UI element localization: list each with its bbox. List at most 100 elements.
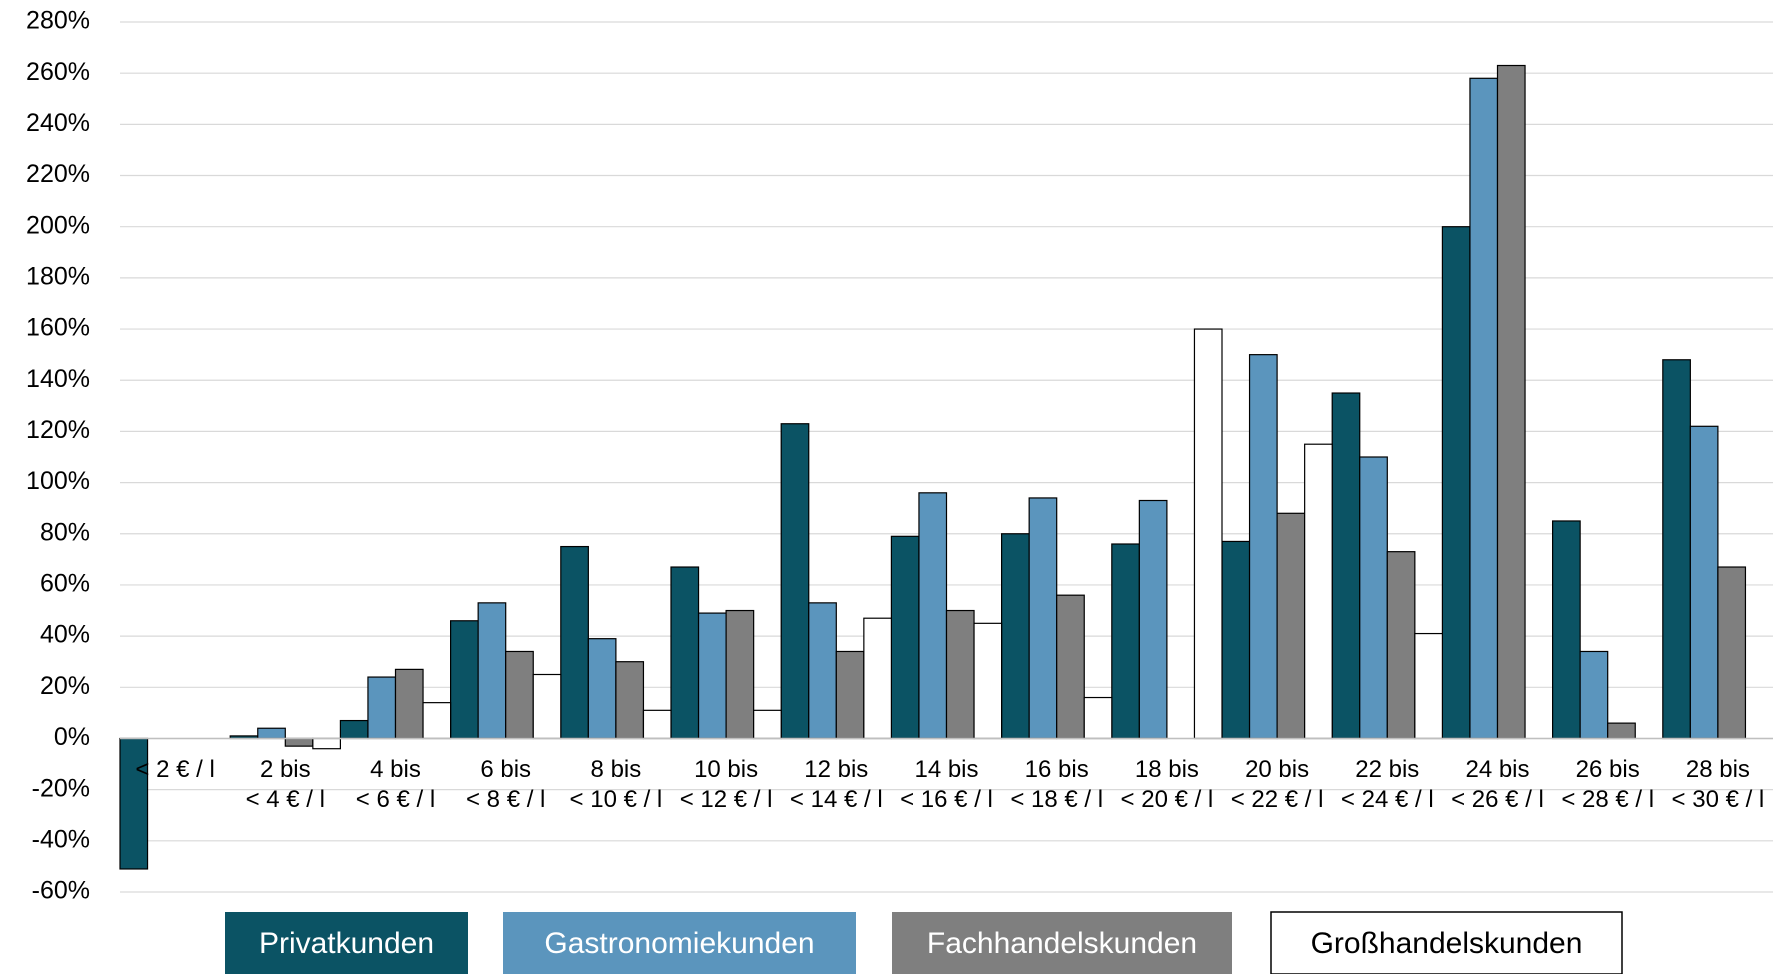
bar (560, 545, 589, 740)
bar (477, 602, 507, 740)
bar (1193, 328, 1223, 740)
bar (863, 617, 892, 740)
bar (1469, 77, 1499, 740)
bar (1276, 512, 1306, 740)
x-tick-label: < 22 € / l (1231, 786, 1324, 813)
y-tick-label: 280% (26, 7, 90, 35)
bar (257, 727, 286, 740)
x-tick-label: < 24 € / l (1341, 786, 1434, 813)
bar (1221, 540, 1251, 740)
x-tick-label: 14 bis (914, 756, 978, 783)
y-tick-label: 80% (40, 518, 90, 546)
y-tick-label: 180% (26, 262, 90, 290)
bar (1138, 499, 1168, 740)
x-tick-label: < 16 € / l (900, 786, 993, 813)
y-tick-label: 120% (26, 416, 90, 444)
bar (1551, 520, 1581, 740)
x-tick-label: 6 bis (480, 756, 531, 783)
x-tick-label: < 14 € / l (790, 786, 883, 813)
bar (587, 638, 617, 740)
x-tick-label: 8 bis (591, 756, 642, 783)
y-tick-label: 240% (26, 109, 90, 137)
x-tick-label: 4 bis (370, 756, 421, 783)
y-tick-label: 0% (54, 723, 90, 751)
y-tick-label: -60% (32, 877, 90, 905)
bar (284, 737, 314, 747)
y-tick-label: 100% (26, 467, 90, 495)
y-tick-label: 140% (26, 365, 90, 393)
bar (532, 673, 562, 740)
x-tick-label: 24 bis (1465, 756, 1529, 783)
x-tick-label: < 18 € / l (1010, 786, 1103, 813)
bar (1331, 392, 1361, 740)
bar (808, 602, 837, 740)
legend-swatch (503, 912, 856, 974)
bar (450, 620, 479, 740)
bar (670, 566, 700, 740)
x-tick-label: < 2 € / l (135, 756, 214, 783)
bar (890, 535, 920, 740)
bar (725, 609, 755, 740)
bar (918, 492, 948, 740)
bar (394, 668, 424, 740)
bar (1056, 594, 1085, 740)
x-tick-label: < 28 € / l (1561, 786, 1654, 813)
x-tick-label: 18 bis (1135, 756, 1199, 783)
x-tick-label: 16 bis (1025, 756, 1089, 783)
legend-swatch (1270, 911, 1623, 974)
y-tick-label: 200% (26, 211, 90, 239)
x-tick-label: 28 bis (1686, 756, 1750, 783)
legend-label: Gastronomiekunden (544, 927, 814, 960)
legend-swatch (892, 912, 1232, 974)
x-tick-label: < 4 € / l (246, 786, 325, 813)
legend-label: Privatkunden (259, 927, 434, 960)
x-tick-label: < 8 € / l (466, 786, 545, 813)
bar (945, 609, 975, 740)
y-tick-label: 260% (26, 58, 90, 86)
legend-swatch (225, 912, 468, 974)
bar (1359, 456, 1388, 740)
x-tick-label: < 26 € / l (1451, 786, 1544, 813)
bar (1689, 425, 1719, 740)
bar (1304, 443, 1333, 740)
bar (973, 622, 1003, 740)
bar (1386, 551, 1416, 740)
y-tick-label: 160% (26, 314, 90, 342)
bar (312, 737, 342, 750)
x-tick-label: 20 bis (1245, 756, 1309, 783)
x-tick-label: 26 bis (1576, 756, 1640, 783)
y-tick-label: -40% (32, 825, 90, 853)
bar (697, 612, 727, 740)
bar (1662, 359, 1691, 740)
x-tick-label: < 10 € / l (570, 786, 663, 813)
x-tick-label: < 6 € / l (356, 786, 435, 813)
bar (1414, 632, 1443, 740)
bar (1248, 354, 1278, 740)
bar (753, 709, 782, 740)
bar (367, 676, 397, 740)
x-tick-label: 22 bis (1355, 756, 1419, 783)
legend-label: Großhandelskunden (1311, 927, 1583, 960)
y-tick-label: 40% (40, 621, 90, 649)
bar (1028, 497, 1058, 740)
bar (1111, 543, 1140, 740)
x-tick-label: < 30 € / l (1672, 786, 1765, 813)
x-tick-label: 12 bis (804, 756, 868, 783)
bar (1717, 566, 1747, 740)
bar (615, 661, 645, 740)
bar (642, 709, 672, 740)
y-tick-label: -20% (32, 774, 90, 802)
bar (1000, 533, 1030, 740)
bar (780, 423, 810, 740)
bar (1579, 650, 1609, 740)
bar (1607, 722, 1636, 740)
y-tick-label: 60% (40, 570, 90, 598)
legend-label: Fachhandelskunden (927, 927, 1197, 960)
bar (422, 702, 452, 740)
y-tick-label: 20% (40, 672, 90, 700)
x-tick-label: 10 bis (694, 756, 758, 783)
bar (339, 719, 369, 740)
bar (835, 650, 865, 740)
x-tick-label: 2 bis (260, 756, 311, 783)
